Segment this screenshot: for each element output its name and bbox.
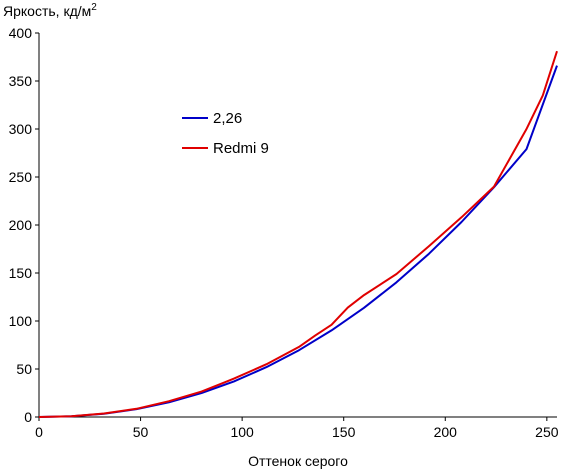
y-tick-label: 200 [9,217,33,233]
y-axis-title-text: Яркость, кд/м [3,3,91,19]
x-tick-label: 150 [332,424,356,440]
y-tick-label: 250 [9,169,33,185]
y-tick-label: 350 [9,73,33,89]
series-line-2 [38,50,558,418]
x-axis-title: Оттенок серого [248,453,348,469]
x-tick-label: 50 [133,424,149,440]
y-tick-label: 300 [9,121,33,137]
y-tick-label: 400 [9,25,33,41]
series-line-1 [38,65,558,418]
y-tick-label: 0 [24,409,32,425]
legend: 2,26 Redmi 9 [182,110,269,157]
y-axis-title: Яркость, кд/м2 [3,2,97,19]
series-lines [38,50,558,418]
x-tick-label: 0 [35,424,43,440]
x-tick-label: 100 [230,424,254,440]
y-tick-label: 150 [9,265,33,281]
x-axis: 0 50 100 150 200 250 [35,417,559,440]
x-tick-label: 200 [434,424,458,440]
y-axis-title-superscript: 2 [91,2,97,13]
x-tick-label: 250 [535,424,559,440]
y-tick-label: 100 [9,313,33,329]
plot-area [38,33,557,418]
legend-label-2: Redmi 9 [213,140,269,157]
legend-label-1: 2,26 [213,110,242,127]
y-tick-label: 50 [16,361,32,377]
y-axis: 0 50 100 150 200 250 300 350 400 [9,25,39,425]
